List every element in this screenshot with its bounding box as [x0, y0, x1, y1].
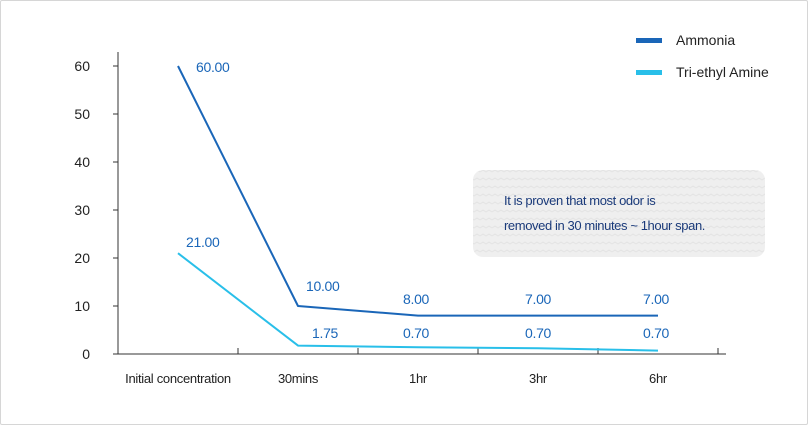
legend-label-1: Tri-ethyl Amine	[676, 64, 769, 80]
legend-swatch-0	[636, 38, 662, 43]
note-line-0: It is proven that most odor is	[504, 193, 656, 208]
x-tick-label: 30mins	[278, 371, 319, 386]
data-label: 0.70	[643, 325, 670, 341]
data-label: 7.00	[525, 291, 552, 307]
y-tick-label: 0	[82, 346, 90, 362]
x-tick-label: Initial concentration	[125, 371, 231, 386]
data-label: 8.00	[403, 291, 430, 307]
x-tick-label: 3hr	[529, 371, 548, 386]
axes: 0 10 20 30 40 50 60 Initial concentration 30mins…	[74, 52, 726, 386]
legend-label-0: Ammonia	[676, 32, 735, 48]
series-line-0	[177, 65, 658, 317]
y-tick-label: 60	[74, 58, 90, 74]
data-label: 1.75	[312, 325, 339, 341]
y-tick-label: 20	[74, 250, 90, 266]
value-labels: 60.00 10.00 8.00 7.00 7.00 21.00 1.75 0.70 0.70 0…	[186, 59, 670, 341]
data-label: 0.70	[525, 325, 552, 341]
data-label: 60.00	[196, 59, 230, 75]
x-tick-label: 1hr	[409, 371, 428, 386]
y-tick-label: 10	[74, 298, 90, 314]
y-tick-label: 30	[74, 202, 90, 218]
x-tick-label: 6hr	[649, 371, 668, 386]
y-tick-label: 50	[74, 106, 90, 122]
data-label: 21.00	[186, 234, 220, 250]
series-line-1	[177, 252, 659, 352]
y-tick-label: 40	[74, 154, 90, 170]
note-box	[473, 170, 765, 257]
series-lines	[177, 65, 659, 352]
data-label: 7.00	[643, 291, 670, 307]
annotation-note: It is proven that most odor is removed in…	[473, 170, 765, 257]
note-line-1: removed in 30 minutes ~ 1hour span.	[504, 218, 705, 233]
legend-swatch-1	[636, 70, 662, 75]
legend: Ammonia Tri-ethyl Amine	[636, 32, 769, 80]
data-label: 10.00	[306, 278, 340, 294]
data-label: 0.70	[403, 325, 430, 341]
